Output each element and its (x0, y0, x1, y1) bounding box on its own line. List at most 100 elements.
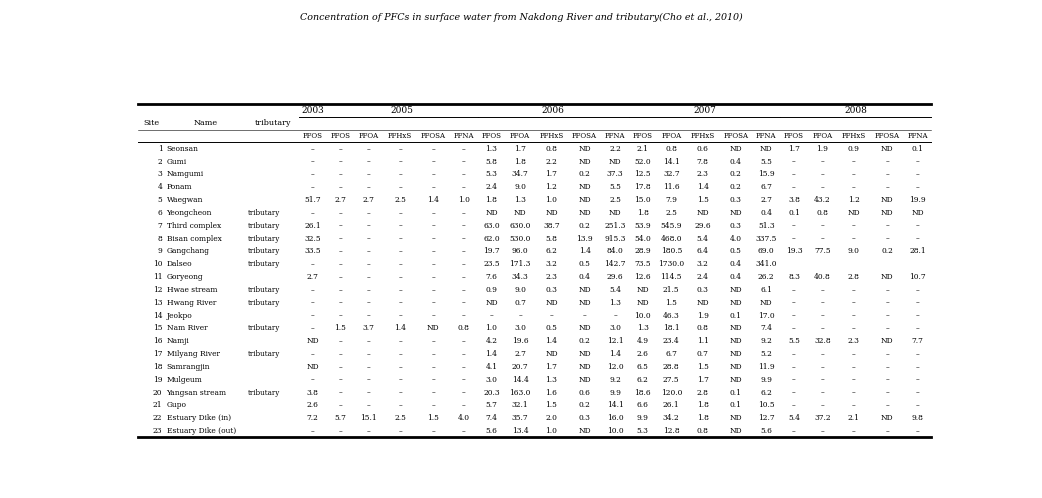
Text: –: – (462, 388, 466, 396)
Text: tributary: tributary (248, 222, 280, 230)
Text: 0.3: 0.3 (729, 196, 742, 204)
Text: 1.4: 1.4 (697, 183, 709, 191)
Text: 3.0: 3.0 (610, 324, 621, 332)
Text: 37.2: 37.2 (814, 414, 830, 422)
Text: –: – (339, 235, 342, 243)
Text: –: – (339, 363, 342, 371)
Text: –: – (431, 260, 436, 268)
Text: 1.7: 1.7 (788, 145, 800, 153)
Text: PFOA: PFOA (358, 132, 379, 140)
Text: –: – (792, 235, 796, 243)
Text: 18.1: 18.1 (663, 324, 679, 332)
Text: 63.0: 63.0 (483, 222, 500, 230)
Text: –: – (431, 222, 436, 230)
Text: 12.1: 12.1 (606, 337, 623, 345)
Text: ND: ND (880, 145, 893, 153)
Text: –: – (886, 286, 889, 294)
Text: 26.2: 26.2 (758, 273, 774, 281)
Text: –: – (821, 375, 824, 384)
Text: –: – (339, 145, 342, 153)
Text: –: – (916, 324, 919, 332)
Text: –: – (916, 312, 919, 320)
Text: –: – (311, 375, 315, 384)
Text: –: – (339, 312, 342, 320)
Text: 3.8: 3.8 (788, 196, 800, 204)
Text: Bisan complex: Bisan complex (167, 235, 222, 243)
Text: –: – (886, 235, 889, 243)
Text: 28.1: 28.1 (910, 248, 926, 255)
Text: 2.3: 2.3 (697, 170, 709, 178)
Text: –: – (431, 401, 436, 409)
Text: 7.6: 7.6 (486, 273, 497, 281)
Text: 27.5: 27.5 (663, 375, 679, 384)
Text: –: – (398, 157, 402, 166)
Text: –: – (367, 286, 371, 294)
Text: –: – (431, 145, 436, 153)
Text: –: – (821, 401, 824, 409)
Text: 2.7: 2.7 (761, 196, 772, 204)
Text: ND: ND (578, 299, 591, 307)
Text: 0.5: 0.5 (578, 260, 591, 268)
Text: 530.0: 530.0 (510, 235, 530, 243)
Text: –: – (916, 363, 919, 371)
Text: ND: ND (578, 375, 591, 384)
Text: tributary: tributary (248, 260, 280, 268)
Text: –: – (462, 209, 466, 217)
Text: –: – (339, 286, 342, 294)
Text: –: – (792, 157, 796, 166)
Text: PFNA: PFNA (908, 132, 927, 140)
Text: 32.1: 32.1 (512, 401, 528, 409)
Text: ND: ND (760, 145, 772, 153)
Text: –: – (462, 157, 466, 166)
Text: –: – (852, 363, 855, 371)
Text: 19.3: 19.3 (786, 248, 802, 255)
Text: 9.2: 9.2 (761, 337, 772, 345)
Text: –: – (462, 401, 466, 409)
Text: 0.8: 0.8 (457, 324, 470, 332)
Text: 0.4: 0.4 (578, 273, 591, 281)
Text: –: – (462, 170, 466, 178)
Text: 0.7: 0.7 (514, 299, 526, 307)
Text: 15.9: 15.9 (758, 170, 774, 178)
Text: 35.7: 35.7 (512, 414, 528, 422)
Text: ND: ND (760, 299, 772, 307)
Text: –: – (462, 260, 466, 268)
Text: 0.2: 0.2 (882, 248, 893, 255)
Text: 1.7: 1.7 (514, 145, 526, 153)
Text: –: – (311, 324, 315, 332)
Text: ND: ND (578, 183, 591, 191)
Text: 2005: 2005 (391, 106, 414, 115)
Text: 0.6: 0.6 (578, 388, 591, 396)
Text: 13.9: 13.9 (576, 235, 593, 243)
Text: 19: 19 (153, 375, 163, 384)
Text: –: – (431, 286, 436, 294)
Text: –: – (367, 312, 371, 320)
Text: Milyang River: Milyang River (167, 350, 220, 358)
Text: 10.7: 10.7 (910, 273, 926, 281)
Text: –: – (339, 350, 342, 358)
Text: –: – (339, 388, 342, 396)
Text: Hwang River: Hwang River (167, 299, 216, 307)
Text: –: – (886, 350, 889, 358)
Text: 19.6: 19.6 (512, 337, 528, 345)
Text: 14.4: 14.4 (512, 375, 528, 384)
Text: –: – (792, 222, 796, 230)
Text: ND: ND (578, 157, 591, 166)
Text: 9.0: 9.0 (848, 248, 860, 255)
Text: 1.4: 1.4 (394, 324, 406, 332)
Text: –: – (852, 375, 855, 384)
Text: ND: ND (545, 299, 557, 307)
Text: 11.9: 11.9 (758, 363, 774, 371)
Text: –: – (431, 299, 436, 307)
Text: 1.0: 1.0 (546, 427, 557, 435)
Text: –: – (462, 235, 466, 243)
Text: –: – (339, 337, 342, 345)
Text: 7.2: 7.2 (306, 414, 319, 422)
Text: ND: ND (545, 209, 557, 217)
Text: –: – (462, 299, 466, 307)
Text: 96.0: 96.0 (512, 248, 528, 255)
Text: 2.5: 2.5 (610, 196, 621, 204)
Text: tributary: tributary (254, 119, 291, 127)
Text: –: – (852, 427, 855, 435)
Text: Jeokpo: Jeokpo (167, 312, 193, 320)
